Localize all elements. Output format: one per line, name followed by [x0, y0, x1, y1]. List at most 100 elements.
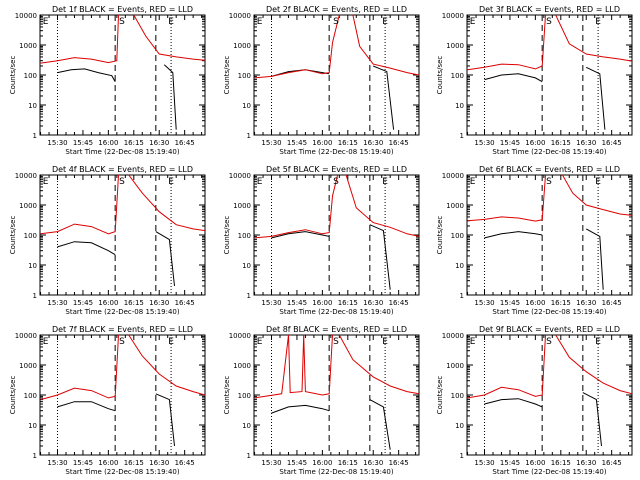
plot-frame — [39, 334, 206, 456]
x-tick-label: 16:15 — [338, 139, 358, 147]
x-tick-label: 16:15 — [124, 299, 144, 307]
x-tick-label: 15:45 — [73, 459, 93, 467]
y-tick-label: 1 — [33, 132, 37, 140]
x-tick-label: 16:30 — [149, 299, 169, 307]
x-tick-label: 16:45 — [602, 459, 622, 467]
x-axis-label: Start Time (22-Dec-08 15:19:40) — [279, 468, 393, 476]
y-tick-label: 10 — [242, 102, 251, 110]
events-series-line — [57, 401, 116, 412]
interval-marker: E — [43, 17, 49, 27]
y-tick-label: 1000 — [19, 362, 37, 370]
y-tick-label: 100 — [238, 392, 251, 400]
x-tick-label: 16:00 — [312, 299, 332, 307]
x-tick-label: 15:30 — [261, 459, 281, 467]
x-axis-label: Start Time (22-Dec-08 15:19:40) — [492, 148, 606, 156]
x-axis-label: Start Time (22-Dec-08 15:19:40) — [492, 308, 606, 316]
series-group — [254, 175, 419, 290]
x-tick-label: 16:15 — [338, 459, 358, 467]
lld-series-line — [345, 175, 419, 237]
x-tick-label: 16:45 — [602, 299, 622, 307]
lld-series-line — [467, 335, 546, 399]
lld-series-line — [133, 15, 205, 61]
panel-title: Det 4f BLACK = Events, RED = LLD — [52, 165, 193, 174]
lld-series-line — [555, 335, 632, 395]
y-tick-label: 10000 — [15, 332, 37, 340]
y-tick-label: 10 — [28, 102, 37, 110]
x-tick-label: 15:45 — [287, 139, 307, 147]
detector-panel: Det 7f BLACK = Events, RED = LLD 1 10 100 10… — [9, 325, 206, 476]
y-tick-label: 1 — [33, 292, 37, 300]
interval-marker: E — [168, 337, 174, 347]
x-tick-label: 15:30 — [47, 459, 67, 467]
plot-frame — [253, 334, 420, 456]
interval-marker: E — [43, 177, 49, 187]
y-tick-label: 100 — [238, 72, 251, 80]
interval-marker: E — [470, 337, 476, 347]
interval-marker: E — [470, 177, 476, 187]
interval-marker: E — [168, 17, 174, 27]
x-axis-label: Start Time (22-Dec-08 15:19:40) — [65, 308, 179, 316]
y-tick-label: 10 — [28, 422, 37, 430]
x-tick-label: 16:00 — [525, 459, 545, 467]
x-tick-label: 15:30 — [261, 139, 281, 147]
x-tick-label: 15:30 — [474, 459, 494, 467]
series-group — [254, 335, 419, 450]
y-tick-label: 1000 — [19, 42, 37, 50]
lld-series-line — [254, 15, 340, 79]
detector-panel: Det 3f BLACK = Events, RED = LLD 1 10 100 10… — [436, 5, 633, 156]
x-tick-label: 16:45 — [175, 459, 195, 467]
y-tick-label: 1000 — [233, 362, 251, 370]
events-series-line — [484, 231, 543, 239]
panel-title: Det 3f BLACK = Events, RED = LLD — [479, 5, 620, 14]
lld-series-line — [40, 175, 119, 235]
x-tick-label: 16:45 — [389, 299, 409, 307]
y-axis-label: Counts/sec — [9, 56, 17, 95]
interval-marker: E — [382, 177, 388, 187]
x-tick-label: 16:30 — [363, 139, 383, 147]
y-tick-label: 100 — [451, 392, 464, 400]
y-tick-label: 10000 — [229, 172, 251, 180]
y-tick-label: 1000 — [233, 42, 251, 50]
y-axis-label: Counts/sec — [223, 216, 231, 255]
interval-marker: S — [119, 177, 125, 187]
plot-frame — [39, 14, 206, 136]
y-axis-label: Counts/sec — [436, 56, 444, 95]
x-tick-label: 16:15 — [124, 459, 144, 467]
events-series-line — [155, 231, 175, 287]
lld-series-line — [338, 335, 419, 395]
series-group — [467, 15, 632, 130]
detector-panel: Det 6f BLACK = Events, RED = LLD 1 10 100 10… — [436, 165, 633, 316]
y-tick-label: 1 — [460, 452, 464, 460]
x-tick-label: 16:45 — [389, 459, 409, 467]
x-tick-label: 16:45 — [389, 139, 409, 147]
x-tick-label: 16:00 — [312, 139, 332, 147]
y-axis-label: Counts/sec — [223, 376, 231, 415]
y-axis-label: Counts/sec — [436, 376, 444, 415]
y-tick-label: 10000 — [15, 12, 37, 20]
lld-series-line — [467, 175, 546, 222]
events-series-line — [163, 64, 177, 130]
interval-marker: E — [168, 177, 174, 187]
detector-panel: Det 4f BLACK = Events, RED = LLD 1 10 100 10… — [9, 165, 206, 316]
x-tick-label: 15:30 — [261, 299, 281, 307]
events-series-line — [585, 66, 606, 130]
x-tick-label: 16:00 — [98, 459, 118, 467]
interval-marker: E — [43, 337, 49, 347]
events-series-line — [369, 224, 391, 290]
y-tick-label: 100 — [24, 392, 37, 400]
panel-title: Det 1f BLACK = Events, RED = LLD — [52, 5, 193, 14]
y-tick-label: 10000 — [442, 172, 464, 180]
x-tick-label: 15:30 — [474, 299, 494, 307]
series-group — [467, 335, 632, 447]
x-tick-label: 15:30 — [47, 139, 67, 147]
y-tick-label: 10 — [455, 422, 464, 430]
y-tick-label: 10 — [455, 102, 464, 110]
lld-series-line — [562, 175, 632, 216]
lld-series-line — [352, 15, 419, 76]
y-tick-label: 10 — [455, 262, 464, 270]
lld-series-line — [254, 335, 333, 399]
x-axis-label: Start Time (22-Dec-08 15:19:40) — [279, 308, 393, 316]
x-tick-label: 15:45 — [500, 459, 520, 467]
x-tick-label: 15:45 — [73, 139, 93, 147]
events-series-line — [57, 241, 116, 256]
